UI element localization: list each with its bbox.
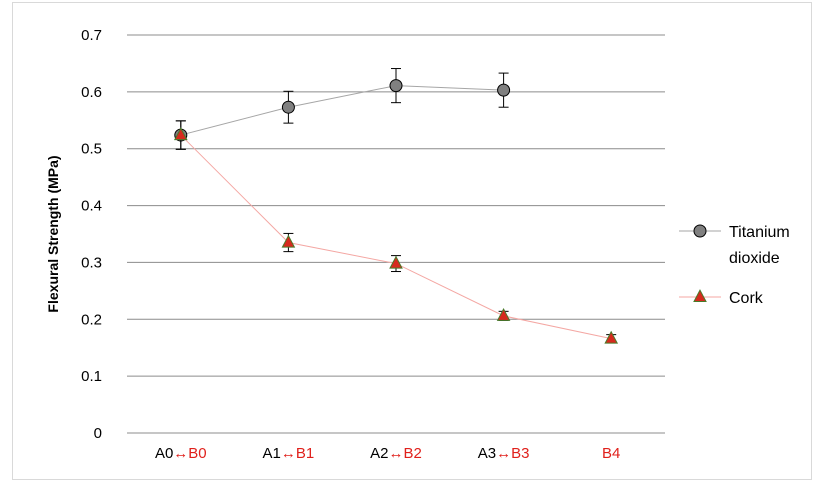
y-axis-title: Flexural Strength (MPa) — [45, 155, 61, 312]
legend: Titanium dioxide Cork — [679, 224, 790, 307]
series-cork — [173, 120, 619, 344]
legend-marker — [693, 224, 707, 238]
series-titanium-dioxide — [174, 68, 511, 150]
x-tick-arrow: ↔ — [281, 445, 296, 462]
x-tick-part-a: A0 — [155, 445, 173, 462]
legend-label: Cork — [729, 290, 764, 307]
series-line — [180, 85, 504, 136]
y-tick-label: 0.3 — [81, 254, 102, 271]
legend-item: Titanium dioxide — [679, 224, 790, 267]
x-tick-label: B4 — [602, 445, 620, 462]
legend-marker — [693, 289, 707, 303]
data-point — [173, 127, 188, 141]
x-tick-part-a: A2 — [370, 445, 388, 462]
chart-frame: 0 0.1 0.2 0.3 0.4 0.5 0.6 0.7 Flexural Strength … — [12, 2, 812, 480]
y-tick-label: 0.4 — [81, 198, 102, 215]
data-point — [281, 234, 296, 248]
x-tick-label: A0↔B0 — [155, 445, 207, 462]
data-point — [604, 330, 619, 344]
y-tick-label: 0.2 — [81, 311, 102, 328]
y-tick-label: 0 — [94, 425, 102, 442]
y-tick-label: 0.5 — [81, 141, 102, 158]
x-tick-part-b: B0 — [188, 445, 206, 462]
x-tick-part-a: A1 — [263, 445, 281, 462]
x-tick-arrow: ↔ — [389, 445, 404, 462]
x-tick-label: A2↔B2 — [370, 445, 422, 462]
series-line — [180, 134, 612, 340]
x-tick-arrow: ↔ — [496, 445, 511, 462]
x-tick-label: A1↔B1 — [263, 445, 315, 462]
x-tick-part-b: B2 — [404, 445, 422, 462]
x-tick-label: A3↔B3 — [478, 445, 530, 462]
data-point — [497, 83, 511, 97]
x-tick-arrow: ↔ — [173, 445, 188, 462]
line-chart: 0 0.1 0.2 0.3 0.4 0.5 0.6 0.7 Flexural Strength … — [45, 27, 790, 462]
x-tick-part-b: B3 — [511, 445, 529, 462]
legend-label: Titanium — [729, 224, 790, 241]
data-point — [389, 79, 403, 93]
data-point — [281, 100, 295, 114]
x-tick-part-b: B4 — [602, 445, 620, 462]
data-point — [496, 307, 511, 321]
legend-item: Cork — [679, 289, 764, 307]
data-point — [389, 255, 403, 269]
y-tick-label: 0.7 — [81, 27, 102, 44]
x-tick-part-b: B1 — [296, 445, 314, 462]
gridlines — [127, 34, 665, 434]
x-tick-part-a: A3 — [478, 445, 496, 462]
y-tick-label: 0.6 — [81, 84, 102, 101]
legend-label: dioxide — [729, 250, 780, 267]
y-tick-label: 0.1 — [81, 368, 102, 385]
